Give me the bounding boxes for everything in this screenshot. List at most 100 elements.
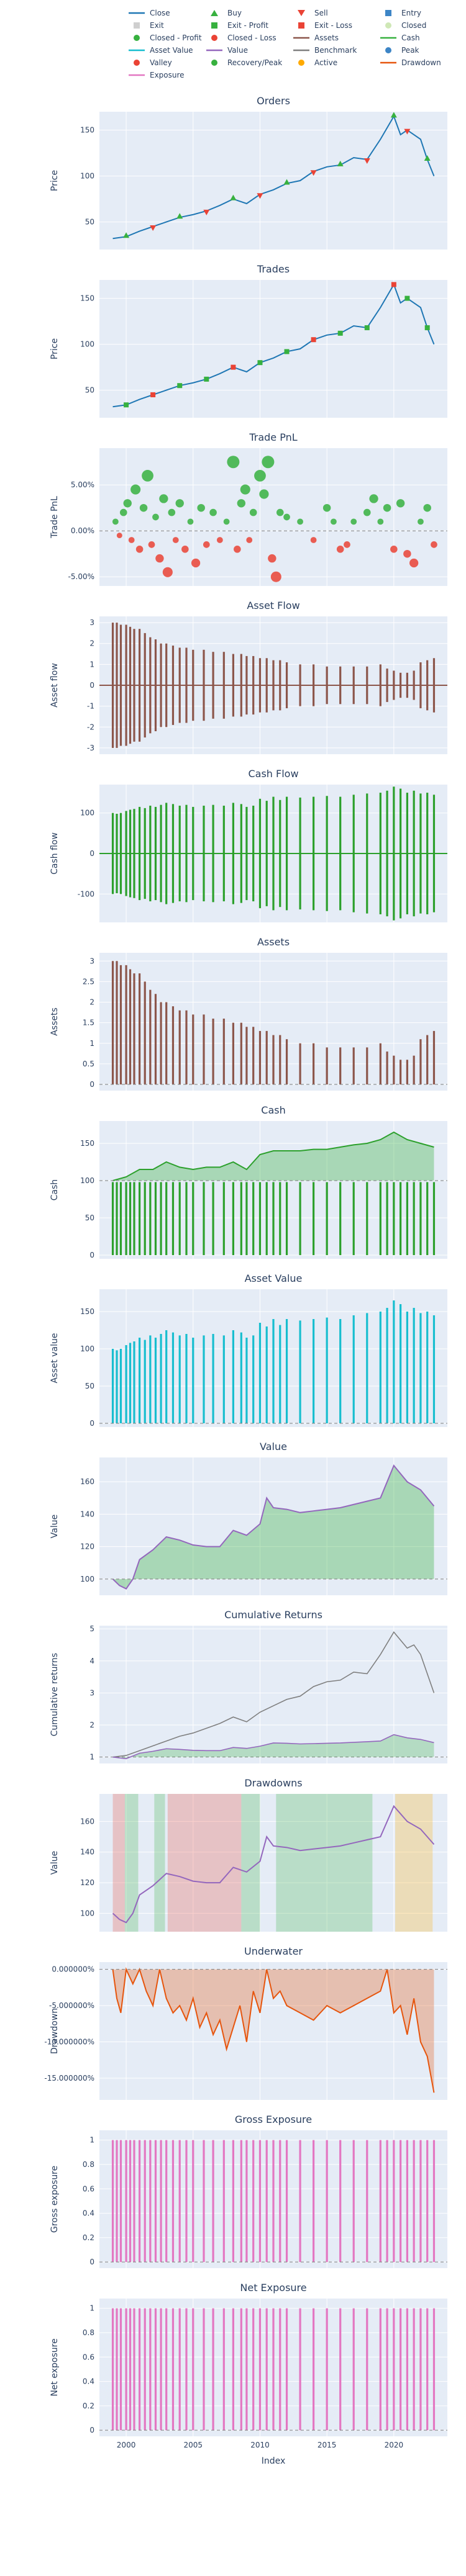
bar [386,2140,388,2263]
exit-marker [231,364,236,370]
trade-pnl-point [227,456,240,469]
cash-dip-bar [339,1182,342,1255]
cash-dip-bar [178,1182,181,1255]
trade-pnl-point [262,456,275,469]
trade-pnl-point [383,503,391,512]
bar [393,2140,395,2263]
bar [165,2308,168,2431]
bar [400,1060,402,1085]
bar [299,2308,301,2431]
y-tick-label: 100 [80,1344,94,1353]
y-tick-label: 0.6 [83,2184,94,2193]
bar [279,2140,281,2263]
subplot-title: Cumulative Returns [224,1609,322,1621]
bar [212,2140,214,2263]
bar [144,2140,146,2263]
y-tick-label: 120 [80,1878,94,1887]
buy-marker [283,179,290,185]
area-fill [112,1132,434,1181]
y-tick-label: 160 [80,1477,94,1486]
bar [379,2308,381,2431]
y-tick-label: 1 [89,2136,94,2145]
cash-dip-bar [285,1182,288,1255]
legend-swatch-icon [134,35,140,41]
bar [154,2308,157,2431]
bar [352,2308,355,2431]
subplot-assets: 3 2.5 2 1.5 1 0.5 0 Assets Assets [50,936,447,1091]
bar [139,973,141,1085]
y-tick-label: 0.4 [83,2209,94,2218]
legend-label: Benchmark [314,46,357,55]
subplot-asset-value: 150 100 50 0 Asset Value Asset value [50,1272,447,1428]
legend-swatch-icon [134,22,140,29]
cash-dip-bar [326,1182,328,1255]
subplot-title: Value [260,1441,287,1452]
trade-pnl-point [191,558,201,568]
legend-label: Drawdown [401,58,441,67]
sell-marker [310,170,317,176]
bar [133,2140,135,2263]
cash-dip-bar [413,1182,415,1255]
legend-label: Exit [150,21,164,30]
trade-pnl-point [369,494,378,503]
cash-dip-bar [119,1182,122,1255]
y-axis-label: Price [50,170,60,191]
y-tick-label: -3 [87,744,94,752]
plot-area [99,112,447,250]
bar [178,1010,181,1085]
bar [245,1338,248,1423]
bar [171,1006,175,1085]
bar [185,1334,188,1423]
cash-dip-bar [125,1182,127,1255]
legend-label: Exit - Loss [314,21,353,30]
bar [154,994,157,1085]
bar [386,1308,388,1423]
y-axis-label: Price [50,338,60,359]
bar [432,2308,436,2431]
trade-pnl-point [209,508,217,516]
bar [125,965,127,1085]
bar [165,1330,168,1423]
bar [165,2140,168,2263]
y-tick-label: 140 [80,1510,94,1518]
y-tick-label: 0 [89,2426,94,2434]
bar [366,2140,368,2263]
trade-pnl-point [350,518,357,525]
buy-marker [176,213,183,219]
trade-pnl-point [283,513,290,521]
trade-pnl-point [310,537,317,543]
legend-swatch-icon [129,74,145,76]
plot-area [99,1457,447,1595]
cash-dip-bar [212,1182,214,1255]
trade-pnl-point [237,499,246,508]
y-axis-label: Value [50,1851,60,1875]
exit-marker [404,295,410,301]
legend-swatch-icon [211,60,217,66]
y-axis-label: Net exposure [50,2338,60,2396]
legend-swatch-icon [129,12,145,14]
cash-dip-bar [258,1182,262,1255]
bar [272,1319,275,1423]
exit-marker [311,337,316,343]
bar [426,2140,429,2263]
legend-swatch-icon [134,60,140,66]
cash-dip-bar [252,1182,255,1255]
trade-pnl-point [112,518,119,525]
bar [129,2140,132,2263]
subplot-title: Asset Flow [247,600,299,611]
subplot-underwater: 0.000000% -5.000000% -10.000000% -15.000000… [44,1945,447,2100]
bar [185,2140,188,2263]
y-tick-label: 2 [89,1721,94,1729]
bar [133,973,135,1085]
y-tick-label: 1 [89,1039,94,1048]
y-tick-label: 2.5 [83,977,94,986]
bar [203,2140,205,2263]
trade-pnl-point [344,541,350,548]
bar [313,2308,315,2431]
bar [406,2140,408,2263]
bar [265,2308,268,2431]
bar [116,1350,118,1423]
trade-pnl-point [363,508,371,516]
